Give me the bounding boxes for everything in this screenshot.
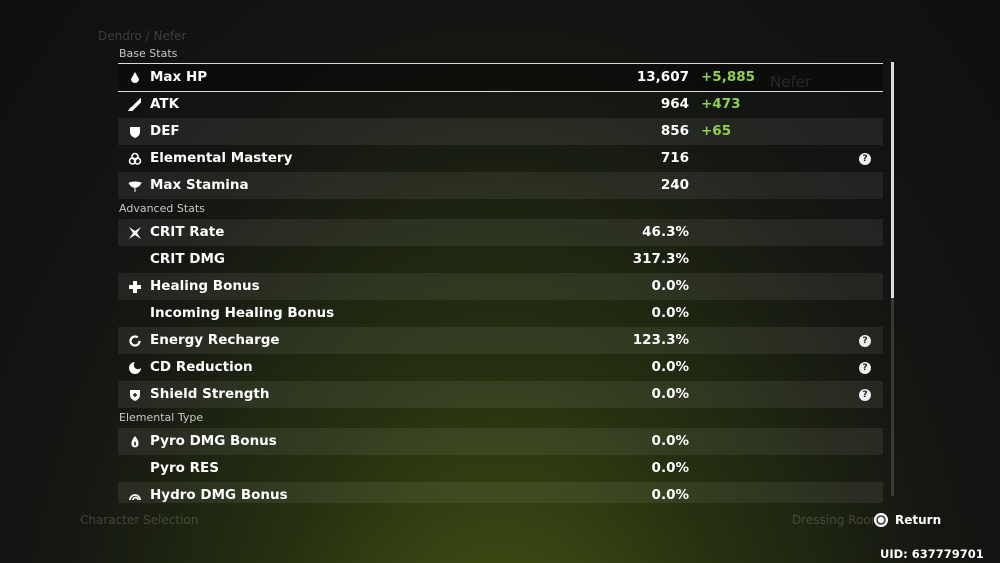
stat-value: 13,607 [636,69,689,85]
scroll-thumb[interactable] [891,62,894,298]
stat-icon [131,436,139,448]
stat-row[interactable]: Energy Recharge 123.3%? [118,327,883,354]
stat-name: Pyro RES [150,460,219,476]
scrollbar[interactable] [891,62,894,496]
stat-bonus: +473 [701,96,741,112]
stat-icon [129,494,141,501]
stat-row[interactable]: Max Stamina 240 [118,172,883,199]
stat-name: ATK [150,96,180,112]
stat-value: 123.3% [632,332,689,348]
stat-row[interactable]: Pyro DMG Bonus 0.0% [118,428,883,455]
stat-row[interactable]: Incoming Healing Bonus 0.0% [118,300,883,327]
stat-icon [129,335,141,347]
stat-value: 0.0% [651,487,689,503]
stat-row[interactable]: Elemental Mastery 716? [118,145,883,172]
stat-row[interactable]: DEF 856 +65 [118,118,883,145]
stat-icon [129,227,141,239]
uid: UID: 637779701 [880,547,984,561]
help-icon[interactable]: ? [859,153,871,165]
stat-icon [131,72,139,83]
stat-row[interactable]: CRIT Rate 46.3% [118,219,883,246]
stat-value: 964 [660,96,689,112]
side-name: Nefer [770,73,812,91]
stat-name: Hydro DMG Bonus [150,487,288,503]
stat-icon [128,152,142,165]
stat-icon [128,181,142,192]
stat-value: 856 [660,123,689,139]
section-title: Advanced Stats [119,202,205,215]
stat-value: 240 [660,177,689,193]
stat-row[interactable]: Healing Bonus 0.0% [118,273,883,300]
help-icon[interactable]: ? [859,362,871,374]
stat-name: Pyro DMG Bonus [150,433,277,449]
stat-icon [129,362,141,374]
stat-name: Incoming Healing Bonus [150,305,335,321]
help-icon[interactable]: ? [859,389,871,401]
section-title: Base Stats [119,47,178,60]
stat-value: 0.0% [651,359,689,375]
stat-name: CRIT DMG [150,251,225,267]
stat-name: Max HP [150,69,208,85]
stat-row[interactable]: Pyro RES 0.0% [118,455,883,482]
stat-row[interactable]: ATK 964 +473 [118,91,883,118]
stat-value: 0.0% [651,305,689,321]
stat-icon [128,98,141,111]
return-button[interactable]: Return [873,512,941,528]
stat-icon [129,281,141,293]
stat-name: CRIT Rate [150,224,225,240]
stat-value: 0.0% [651,278,689,294]
stat-value: 0.0% [651,460,689,476]
return-icon [874,513,888,527]
stat-icon [130,390,140,401]
stat-name: Max Stamina [150,177,249,193]
stat-row[interactable]: CD Reduction 0.0%? [118,354,883,381]
return-label: Return [895,513,942,527]
stat-icon [130,127,140,138]
stat-value: 317.3% [632,251,689,267]
stat-bonus: +5,885 [701,69,756,85]
stat-name: DEF [150,123,180,139]
stat-list: Base Stats Max HP 13,607 +5,885 ATK 964 +473 DE… [118,44,883,503]
stat-row[interactable]: Hydro DMG Bonus 0.0% [118,482,883,503]
stat-name: CD Reduction [150,359,253,375]
section-title: Elemental Type [119,411,204,424]
stat-name: Healing Bonus [150,278,260,294]
stat-value: 0.0% [651,433,689,449]
help-icon[interactable]: ? [859,335,871,347]
stat-row[interactable]: CRIT DMG 317.3% [118,246,883,273]
stat-value: 0.0% [651,386,689,402]
breadcrumb: Dendro / Nefer [98,29,187,43]
stat-name: Elemental Mastery [150,150,293,166]
stat-bonus: +65 [701,123,732,139]
stat-value: 716 [660,150,689,166]
dressing-room[interactable]: Dressing Room [792,513,883,527]
stat-row[interactable]: Max HP 13,607 +5,885 [118,63,883,92]
stat-value: 46.3% [642,224,689,240]
stat-name: Shield Strength [150,386,270,402]
stat-row[interactable]: Shield Strength 0.0%? [118,381,883,408]
character-selection[interactable]: Character Selection [80,513,199,527]
stat-name: Energy Recharge [150,332,280,348]
